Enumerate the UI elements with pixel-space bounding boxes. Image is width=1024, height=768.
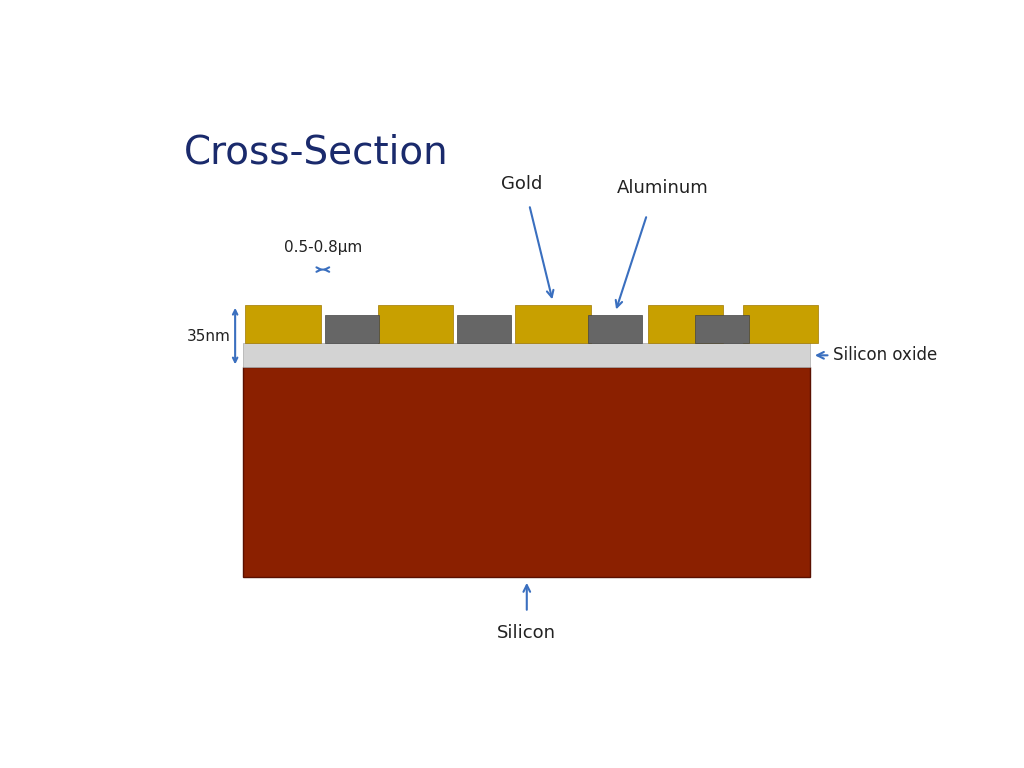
Bar [243, 343, 811, 367]
Text: Cross-Section: Cross-Section [183, 134, 449, 171]
Bar [743, 305, 818, 343]
Bar [243, 367, 811, 577]
Text: Silicon: Silicon [498, 624, 556, 642]
Text: 0.5-0.8μm: 0.5-0.8μm [284, 240, 361, 255]
Bar [246, 305, 321, 343]
Text: Gold: Gold [501, 174, 542, 193]
Bar [648, 305, 723, 343]
Bar [588, 315, 642, 343]
Bar [695, 315, 750, 343]
Bar [515, 305, 591, 343]
Text: Aluminum: Aluminum [617, 179, 709, 197]
Bar [458, 315, 511, 343]
Text: Silicon oxide: Silicon oxide [833, 346, 937, 364]
Bar [325, 315, 379, 343]
Text: 35nm: 35nm [187, 329, 231, 343]
Bar [378, 305, 454, 343]
